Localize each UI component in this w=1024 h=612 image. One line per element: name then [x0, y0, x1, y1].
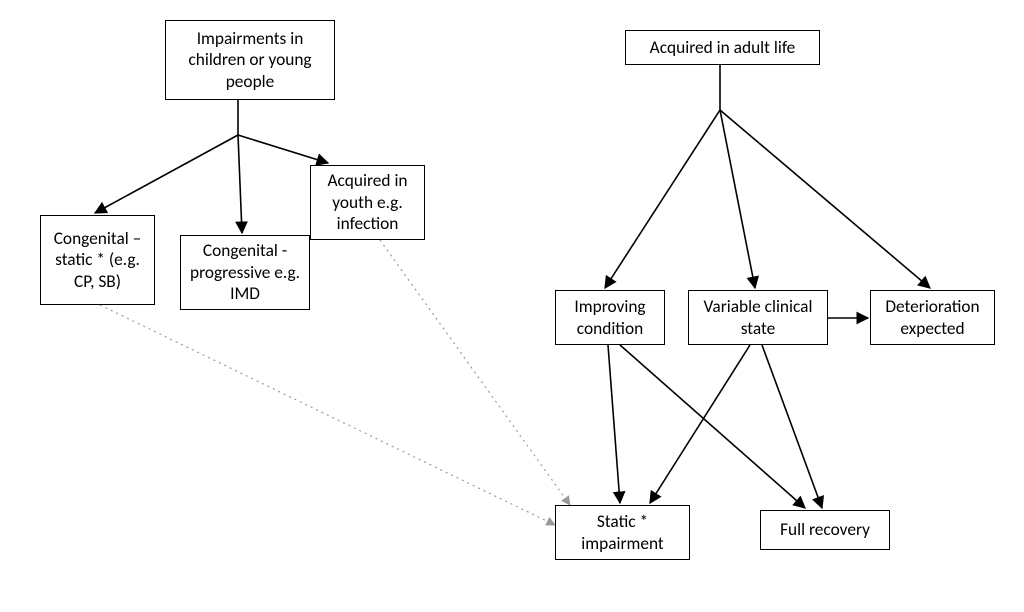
- node-label: Deterioration expected: [879, 296, 986, 339]
- node-label: Congenital – static * (e.g. CP, SB): [49, 228, 146, 293]
- edge-congenital_static_to_static_imp: [100, 305, 555, 525]
- node-label: Congenital - progressive e.g. IMD: [189, 240, 301, 305]
- node-label: Acquired in youth e.g. infection: [319, 170, 416, 235]
- node-label: Impairments in children or young people: [174, 28, 326, 93]
- edge-children_to_congenital_progressive: [238, 135, 242, 233]
- node-acquired-adult: Acquired in adult life: [625, 30, 820, 65]
- node-acquired-youth: Acquired in youth e.g. infection: [310, 165, 425, 240]
- node-congenital-static: Congenital – static * (e.g. CP, SB): [40, 215, 155, 305]
- edge-variable_to_full: [762, 345, 822, 508]
- node-variable-state: Variable clinical state: [688, 290, 828, 345]
- node-congenital-progressive: Congenital - progressive e.g. IMD: [180, 235, 310, 310]
- diagram-stage: Impairments in children or young people …: [0, 0, 1024, 612]
- node-label: Variable clinical state: [697, 296, 819, 339]
- edge-variable_to_static: [650, 345, 750, 503]
- node-static-impairment: Static * impairment: [555, 505, 690, 560]
- edge-adult_to_variable: [720, 110, 755, 288]
- edge-children_to_congenital_static: [95, 135, 238, 213]
- node-label: Static * impairment: [564, 511, 681, 554]
- node-full-recovery: Full recovery: [760, 510, 890, 550]
- edge-acquired_youth_to_static_imp: [380, 240, 570, 505]
- node-deterioration-expected: Deterioration expected: [870, 290, 995, 345]
- node-label: Acquired in adult life: [650, 37, 796, 59]
- edge-children_to_acquired_youth: [238, 135, 328, 163]
- edge-adult_to_deterioration: [720, 110, 930, 288]
- node-label: Full recovery: [780, 519, 870, 541]
- edge-improving_to_full: [620, 345, 805, 508]
- node-improving-condition: Improving condition: [555, 290, 665, 345]
- edge-improving_to_static: [608, 345, 620, 503]
- edge-adult_to_improving: [605, 110, 720, 288]
- node-label: Improving condition: [564, 296, 656, 339]
- node-impairments-children: Impairments in children or young people: [165, 20, 335, 100]
